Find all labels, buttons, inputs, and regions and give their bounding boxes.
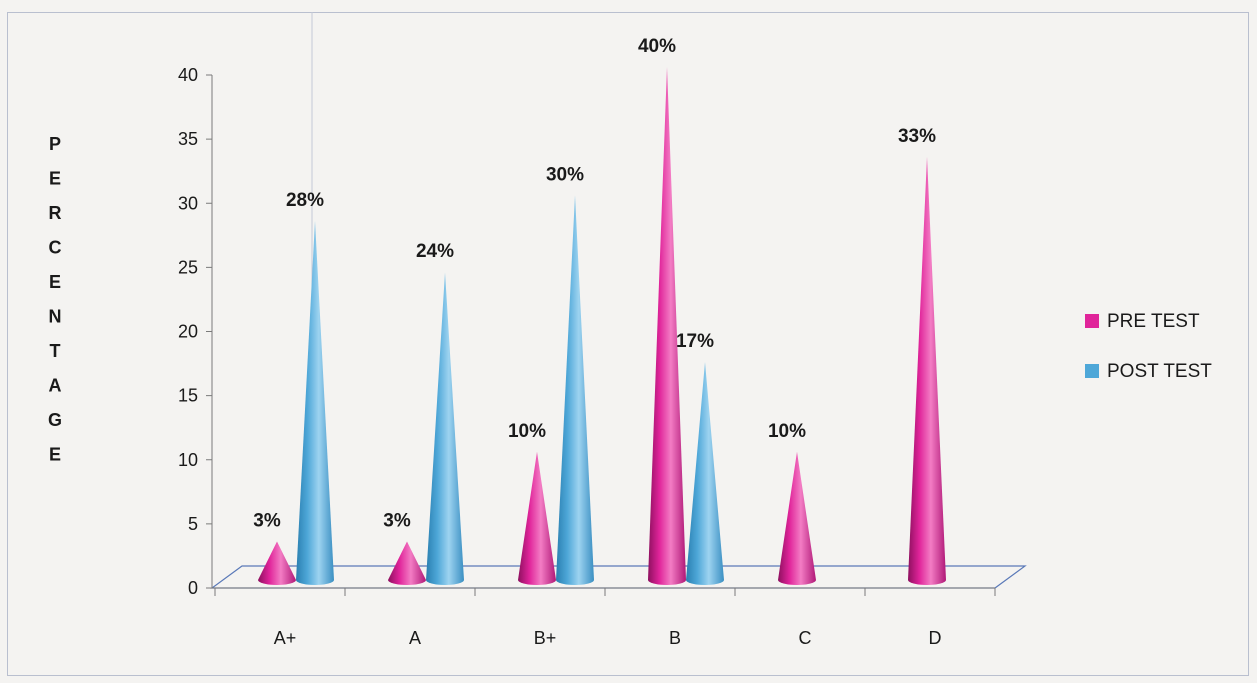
y-tick-label: 20 [178, 322, 198, 342]
legend-swatch-pre-test [1085, 314, 1099, 328]
y-tick-label: 15 [178, 386, 198, 406]
cones [258, 67, 946, 585]
legend-label: POST TEST [1107, 361, 1212, 382]
data-label: 30% [546, 164, 584, 185]
post-test-cone [556, 195, 594, 585]
data-label: 3% [253, 511, 281, 532]
y-axis-label-letter: E [49, 445, 61, 465]
data-label: 17% [676, 331, 714, 352]
data-label: 28% [286, 190, 324, 211]
pre-test-cone [388, 541, 426, 585]
post-test-cone [686, 361, 724, 585]
y-axis-label-letter: R [49, 203, 62, 223]
legend: PRE TEST POST TEST [1085, 311, 1212, 382]
y-tick-label: 10 [178, 450, 198, 470]
data-labels: 3% 28% 3% 24% 10% 30% 40% 17% 10% 33% [253, 36, 936, 532]
y-axis-label-letter: E [49, 272, 61, 292]
y-axis-label-letter: E [49, 169, 61, 189]
data-label: 3% [383, 511, 411, 532]
y-tick-label: 25 [178, 257, 198, 277]
x-tick-label: A [409, 628, 421, 648]
data-label: 24% [416, 241, 454, 262]
y-axis-label-letter: C [49, 238, 62, 258]
x-tick-label: B [669, 628, 681, 648]
pre-test-cone [518, 451, 556, 585]
pre-test-cone [908, 156, 946, 585]
y-axis-label-letter: P [49, 134, 61, 154]
y-axis-label-letter: G [48, 410, 62, 430]
pre-test-cone [648, 67, 686, 585]
x-tick-label: B+ [534, 628, 557, 648]
data-label: 33% [898, 126, 936, 147]
y-tick-label: 0 [188, 578, 198, 598]
post-test-cone [426, 272, 464, 585]
chart-floor [210, 565, 1027, 589]
data-label: 40% [638, 36, 676, 57]
x-tick-label: C [799, 628, 812, 648]
y-axis-label-letter: A [49, 376, 62, 396]
x-tick-label: D [929, 628, 942, 648]
x-tick-label: A+ [274, 628, 297, 648]
legend-swatch-post-test [1085, 364, 1099, 378]
y-axis-label-letter: T [50, 341, 61, 361]
data-label: 10% [508, 421, 546, 442]
legend-label: PRE TEST [1107, 311, 1200, 332]
post-test-cone [296, 220, 334, 585]
y-axis-label-letter: N [49, 307, 62, 327]
y-tick-label: 30 [178, 193, 198, 213]
y-tick-label: 35 [178, 129, 198, 149]
y-tick-label: 5 [188, 514, 198, 534]
pre-test-cone [778, 451, 816, 585]
data-label: 10% [768, 421, 806, 442]
y-tick-label: 40 [178, 65, 198, 85]
pre-test-cone [258, 541, 296, 585]
chart-frame [7, 12, 1249, 676]
